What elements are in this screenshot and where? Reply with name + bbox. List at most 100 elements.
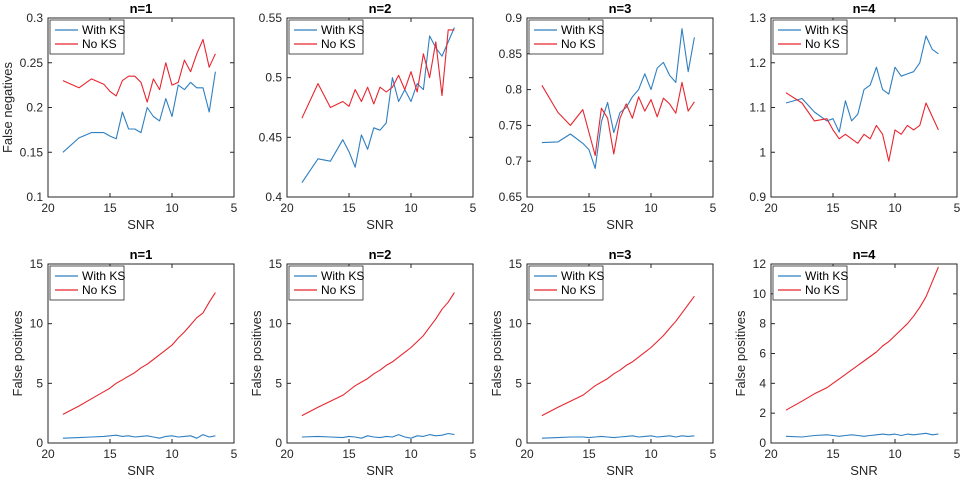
- x-tick-label: 20: [280, 447, 294, 461]
- x-axis-label: SNR: [606, 463, 633, 478]
- series-line-no-ks: [301, 292, 455, 417]
- y-tick-label: 5: [275, 376, 282, 390]
- legend-entry: With KS: [561, 23, 604, 37]
- series-line-with-ks: [62, 434, 216, 439]
- x-axis-label: SNR: [606, 217, 633, 232]
- axes-box: [526, 17, 714, 198]
- legend-entry: With KS: [321, 23, 364, 37]
- legend-entry: No KS: [805, 283, 840, 297]
- legend-entry: No KS: [321, 37, 356, 51]
- legend-box: [288, 265, 364, 301]
- y-tick-label: 0.75: [499, 118, 523, 132]
- y-tick-label: 1.1: [749, 101, 766, 115]
- plot-area: [541, 295, 695, 439]
- x-tick-label: 20: [41, 201, 55, 215]
- chart-panel-5: 20 15 10 5 0 5 10 15 n=1 SNR False positives With K…: [10, 247, 238, 478]
- series-line-with-ks: [541, 28, 695, 169]
- series-line-no-ks: [301, 29, 455, 119]
- y-tick-label: 10: [30, 317, 44, 331]
- y-tick-label: 0: [36, 436, 43, 450]
- series-line-with-ks: [301, 27, 455, 184]
- y-tick-label: 0.85: [499, 47, 523, 61]
- x-axis-label: SNR: [366, 463, 393, 478]
- y-tick-label: 2: [759, 406, 766, 420]
- legend-entry: With KS: [561, 269, 604, 283]
- series-line-with-ks: [785, 432, 939, 438]
- y-tick-label: 5: [36, 376, 43, 390]
- x-tick-label: 10: [165, 447, 179, 461]
- y-tick-label: 0.25: [20, 56, 44, 70]
- y-tick-label: 0.3: [26, 11, 43, 25]
- x-tick-label: 20: [764, 201, 778, 215]
- y-tick-label: 0.55: [259, 11, 283, 25]
- chart-title: n=4: [853, 247, 877, 262]
- x-tick-label: 10: [888, 447, 902, 461]
- legend-entry: No KS: [321, 283, 356, 297]
- series-line-with-ks: [785, 35, 939, 133]
- legend-entry: With KS: [321, 269, 364, 283]
- legend-entry: No KS: [82, 283, 117, 297]
- x-tick-label: 10: [644, 201, 658, 215]
- legend-box: [288, 19, 364, 55]
- x-tick-label: 10: [644, 447, 658, 461]
- chart-panel-3: 20 15 10 5 0.65 0.7 0.75 0.8 0.85 0.9 n=3 SNR With K…: [499, 1, 717, 232]
- y-tick-label: 0.45: [259, 130, 283, 144]
- chart-panel-1: 20 15 10 5 0.1 0.15 0.2 0.25 0.3 n=1 SNR False nega…: [0, 1, 238, 232]
- y-axis-label: False negatives: [0, 61, 15, 153]
- x-tick-label: 20: [520, 447, 534, 461]
- legend-box: [528, 265, 604, 301]
- y-tick-label: 8: [759, 317, 766, 331]
- x-tick-label: 5: [710, 201, 717, 215]
- y-tick-label: 10: [269, 317, 283, 331]
- x-tick-label: 20: [520, 201, 534, 215]
- y-tick-label: 15: [269, 257, 283, 271]
- axes-box: [526, 263, 714, 444]
- x-tick-label: 15: [826, 201, 840, 215]
- y-tick-label: 6: [759, 347, 766, 361]
- y-tick-label: 15: [509, 257, 523, 271]
- x-axis-label: SNR: [366, 217, 393, 232]
- y-tick-label: 15: [30, 257, 44, 271]
- plot-area: [785, 35, 939, 162]
- legend-box: [772, 265, 848, 301]
- x-tick-label: 15: [826, 447, 840, 461]
- legend-box: [49, 265, 125, 301]
- y-tick-label: 0.7: [505, 154, 522, 168]
- series-line-no-ks: [541, 81, 695, 157]
- x-tick-label: 5: [470, 201, 477, 215]
- y-tick-label: 0: [275, 436, 282, 450]
- chart-title: n=2: [369, 247, 392, 262]
- chart-title: n=1: [130, 1, 153, 16]
- x-axis-label: SNR: [850, 463, 877, 478]
- x-tick-label: 15: [103, 447, 117, 461]
- y-tick-label: 1.2: [749, 56, 766, 70]
- x-tick-label: 20: [280, 201, 294, 215]
- series-line-no-ks: [62, 38, 216, 103]
- x-tick-label: 15: [582, 201, 596, 215]
- chart-panel-6: 20 15 10 5 0 5 10 15 n=2 SNR False positives With K…: [249, 247, 477, 478]
- x-tick-label: 5: [470, 447, 477, 461]
- legend-entry: No KS: [82, 37, 117, 51]
- chart-panel-8: 20 15 10 5 0 2 4 6 8 10 12 n=4 SNR False positives Wit…: [733, 247, 961, 478]
- y-tick-label: 0.1: [26, 190, 43, 204]
- y-tick-label: 0.65: [499, 190, 523, 204]
- series-line-with-ks: [301, 432, 455, 439]
- plot-area: [62, 292, 216, 439]
- axes-box: [47, 263, 235, 444]
- x-tick-label: 20: [41, 447, 55, 461]
- legend-entry: With KS: [805, 23, 848, 37]
- x-tick-label: 5: [954, 201, 961, 215]
- legend-entry: No KS: [561, 283, 596, 297]
- y-tick-label: 0.2: [26, 101, 43, 115]
- x-tick-label: 20: [764, 447, 778, 461]
- x-tick-label: 15: [103, 201, 117, 215]
- y-tick-label: 0.15: [20, 145, 44, 159]
